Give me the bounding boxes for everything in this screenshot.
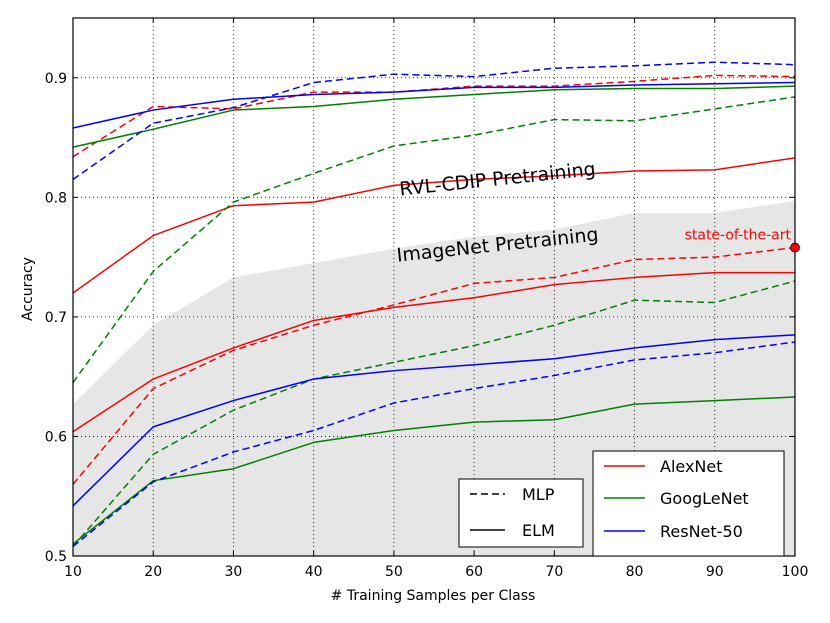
state-of-the-art-marker	[790, 242, 800, 253]
series-line-resnet-50-mlp-imagenet	[72, 341, 796, 548]
legend-alexnet-label: AlexNet	[660, 457, 723, 476]
legend-googlenet-label: GoogLeNet	[660, 489, 749, 508]
legend-model-box	[592, 450, 785, 557]
x-tick-label: 90	[706, 564, 724, 580]
ticks-layer: 10 20 30 40 50 60 70 80 90 100 0.5 0.6 0.7 0.8 0.9	[45, 18, 809, 580]
series-line-resnet-50-elm-rvl	[72, 81, 796, 129]
series-layer	[72, 61, 796, 548]
x-tick-label: 60	[465, 564, 483, 580]
x-tick-label: 20	[144, 564, 162, 580]
x-axis-label: # Training Samples per Class	[331, 588, 536, 604]
series-line-googlenet-elm-rvl	[72, 85, 796, 148]
legend-head-type: MLP ELM	[458, 478, 584, 548]
state-of-the-art-label: state-of-the-art	[685, 228, 792, 244]
axes-frame	[72, 17, 796, 557]
legend-elm-label: ELM	[522, 521, 555, 540]
legend-mlp-label: MLP	[522, 485, 555, 504]
x-tick-label: 70	[545, 564, 563, 580]
series-line-resnet-50-elm-imagenet	[72, 334, 796, 507]
y-tick-label: 0.9	[45, 71, 67, 87]
series-line-resnet-50-mlp-rvl	[72, 61, 796, 181]
y-tick-label: 0.5	[45, 549, 67, 565]
legend-head-box	[458, 478, 584, 548]
x-tick-label: 10	[64, 564, 82, 580]
y-tick-label: 0.6	[45, 429, 67, 445]
series-line-googlenet-elm-imagenet	[72, 396, 796, 545]
series-line-googlenet-mlp-rvl	[72, 96, 796, 384]
x-tick-label: 30	[225, 564, 243, 580]
legend-model: AlexNet GoogLeNet ResNet-50	[592, 450, 785, 557]
x-tick-label: 40	[305, 564, 323, 580]
series-line-alexnet-elm-rvl	[72, 157, 796, 294]
legend-resnet50-label: ResNet-50	[660, 522, 743, 541]
y-axis-label: Accuracy	[20, 257, 36, 321]
y-tick-label: 0.7	[45, 310, 67, 326]
axes-frame-layer	[72, 17, 796, 557]
x-tick-label: 80	[626, 564, 644, 580]
series-line-alexnet-mlp-imagenet	[72, 246, 796, 485]
x-tick-label: 50	[385, 564, 403, 580]
series-line-googlenet-mlp-imagenet	[72, 280, 796, 547]
y-tick-label: 0.8	[45, 190, 67, 206]
series-line-alexnet-elm-imagenet	[72, 271, 795, 433]
x-tick-label: 100	[782, 564, 809, 580]
